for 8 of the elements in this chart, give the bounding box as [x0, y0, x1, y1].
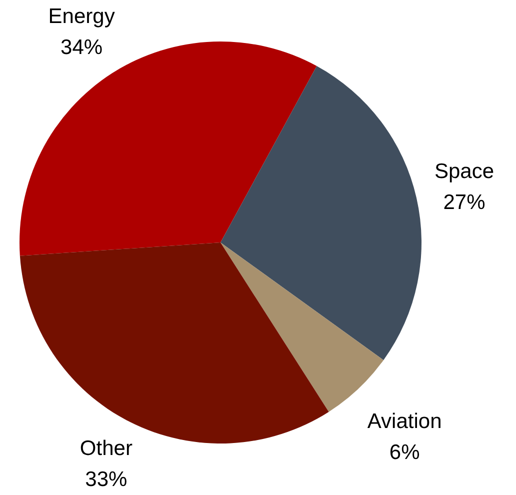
- slice-label: Space: [434, 160, 494, 184]
- data-label: 34%: [60, 36, 103, 59]
- slice-label: Aviation: [367, 410, 442, 434]
- data-label: 6%: [389, 441, 420, 464]
- slice-label: Energy: [48, 4, 116, 28]
- data-label: 27%: [443, 191, 486, 214]
- slice-label: Other: [80, 437, 132, 460]
- data-label: 33%: [85, 468, 128, 492]
